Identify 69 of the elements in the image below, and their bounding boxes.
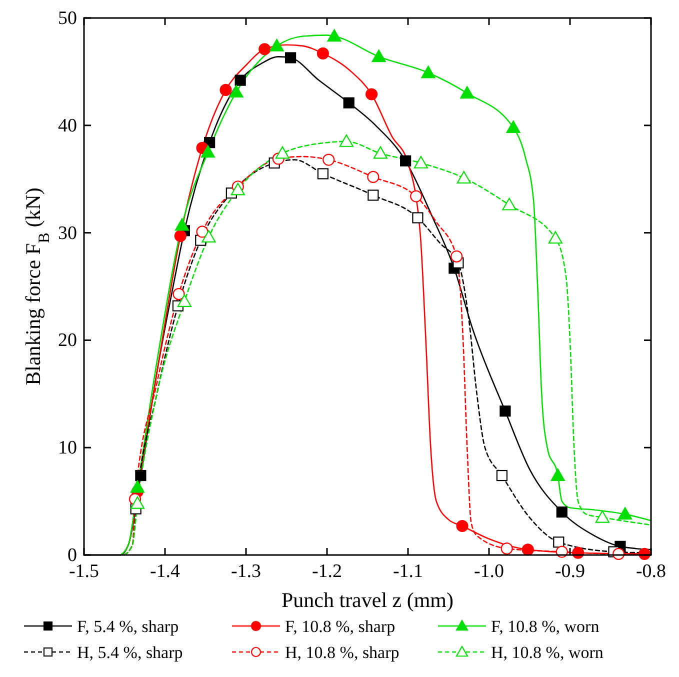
legend-label: F, 5.4 %, sharp <box>77 617 179 636</box>
point <box>456 170 471 184</box>
x-tick-label: -1.0 <box>474 561 504 582</box>
legend-label: F, 10.8 %, worn <box>491 617 600 636</box>
point <box>343 97 354 108</box>
x-tick-label: -1.4 <box>150 561 181 582</box>
point <box>500 406 511 417</box>
point <box>174 218 190 231</box>
point <box>285 52 296 64</box>
point <box>317 168 328 180</box>
point <box>553 536 564 548</box>
point <box>177 294 192 307</box>
point <box>270 38 284 52</box>
point <box>200 145 215 158</box>
point <box>196 226 208 238</box>
point <box>130 480 145 493</box>
point <box>368 190 379 201</box>
legend-label: H, 5.4 %, sharp <box>77 643 183 662</box>
point <box>372 50 386 62</box>
x-tick-label: -1.1 <box>392 561 424 582</box>
point <box>410 190 422 202</box>
point <box>548 231 562 244</box>
point <box>230 182 245 196</box>
point <box>373 146 388 159</box>
legend-label: H, 10.8 %, worn <box>491 643 604 662</box>
x-tick-label: -0.8 <box>636 561 666 582</box>
point <box>220 84 232 96</box>
point <box>502 198 516 210</box>
point <box>135 470 146 482</box>
point <box>322 154 335 166</box>
point <box>327 29 342 42</box>
x-axis-title: Punch travel z (mm) <box>281 588 454 612</box>
point <box>556 506 568 518</box>
y-tick-label: 20 <box>58 330 77 352</box>
point <box>258 43 271 56</box>
point <box>412 212 424 224</box>
y-tick-label: 30 <box>58 222 77 244</box>
point <box>400 155 412 166</box>
point <box>595 510 610 523</box>
point <box>275 146 290 159</box>
y-tick-label: 40 <box>58 115 77 136</box>
y-tick-label: 10 <box>58 438 77 459</box>
y-tick-label: 50 <box>58 8 77 29</box>
point <box>172 288 185 300</box>
point <box>450 250 463 262</box>
point <box>618 507 632 520</box>
point <box>367 170 380 183</box>
point <box>506 120 520 133</box>
point <box>339 134 354 147</box>
point <box>229 85 244 98</box>
point <box>174 230 186 242</box>
point <box>316 47 329 60</box>
point <box>522 544 534 556</box>
point <box>414 156 428 168</box>
point <box>550 468 565 481</box>
point <box>456 520 468 532</box>
x-tick-label: -1.3 <box>230 561 262 582</box>
point <box>234 74 246 86</box>
x-tick-label: -1.2 <box>312 561 342 582</box>
point <box>366 88 378 100</box>
x-tick-label: -0.9 <box>554 561 586 582</box>
point <box>500 542 513 555</box>
legend-label: H, 10.8 %, sharp <box>285 643 400 662</box>
point <box>460 86 474 99</box>
point <box>202 230 216 243</box>
point <box>130 496 145 509</box>
point <box>496 470 508 482</box>
point <box>421 66 436 78</box>
legend-label: F, 10.8 %, sharp <box>285 617 396 636</box>
